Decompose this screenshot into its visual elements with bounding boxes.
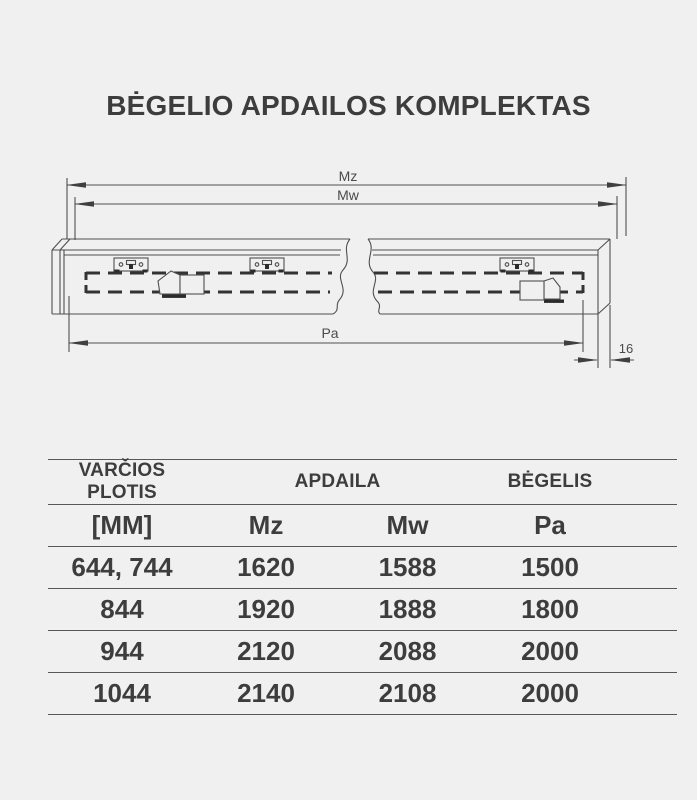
rail-diagram: Mz Mw	[51, 168, 634, 368]
cell-width: 644, 744	[48, 546, 196, 589]
dimension-endcap-16: 16	[574, 305, 634, 368]
cell-pa: 2000	[479, 630, 677, 673]
table-row: 1044 2140 2108 2000	[48, 672, 677, 715]
trolley-left	[157, 270, 205, 298]
page-title: BĖGELIO APDAILOS KOMPLEKTAS	[106, 90, 591, 121]
cell-width: 844	[48, 588, 196, 631]
break-line-left	[332, 238, 351, 315]
rail-right-segment	[367, 238, 611, 315]
cell-mz: 2140	[196, 672, 336, 715]
col-group-apdaila: APDAILA	[196, 459, 479, 505]
table-header-row: [MM] Mz Mw Pa	[48, 504, 677, 547]
cell-pa: 1800	[479, 588, 677, 631]
table-row: 644, 744 1620 1588 1500	[48, 546, 677, 589]
cell-mw: 2108	[336, 672, 479, 715]
dimensions-table: VARČIOS PLOTIS APDAILA BĖGELIS [MM] Mz M…	[48, 459, 677, 715]
cell-pa: 2000	[479, 672, 677, 715]
col-header-mm: [MM]	[48, 504, 196, 547]
mounting-bracket	[249, 257, 285, 273]
dimension-mw: Mw	[74, 187, 618, 240]
dimension-pa: Pa	[68, 296, 584, 352]
cell-mz: 1620	[196, 546, 336, 589]
cell-mw: 2088	[336, 630, 479, 673]
dimension-endcap-label: 16	[619, 341, 633, 356]
table-row: 944 2120 2088 2000	[48, 630, 677, 673]
cell-pa: 1500	[479, 546, 677, 589]
cell-mw: 1888	[336, 588, 479, 631]
mounting-bracket	[113, 257, 149, 273]
rail-left-segment	[51, 238, 351, 315]
cell-mz: 2120	[196, 630, 336, 673]
table-group-header-row: VARČIOS PLOTIS APDAILA BĖGELIS	[48, 459, 677, 505]
rail-left-end-cap	[51, 238, 71, 314]
cell-mz: 1920	[196, 588, 336, 631]
table-row: 844 1920 1888 1800	[48, 588, 677, 631]
rail-right-end-cap	[597, 238, 611, 315]
cell-width: 944	[48, 630, 196, 673]
dimension-pa-label: Pa	[321, 325, 338, 341]
col-group-varcios-plotis: VARČIOS PLOTIS	[48, 459, 196, 505]
col-group-begelis: BĖGELIS	[479, 459, 677, 505]
mounting-bracket	[499, 257, 535, 273]
dimension-mz-label: Mz	[339, 168, 358, 184]
cell-mw: 1588	[336, 546, 479, 589]
dimension-mw-label: Mw	[337, 187, 360, 203]
col-header-mz: Mz	[196, 504, 336, 547]
col-header-mw: Mw	[336, 504, 479, 547]
break-line-right	[367, 238, 381, 315]
cell-width: 1044	[48, 672, 196, 715]
dimension-mz: Mz	[66, 168, 627, 239]
trolley-right	[519, 277, 564, 303]
col-header-pa: Pa	[479, 504, 677, 547]
